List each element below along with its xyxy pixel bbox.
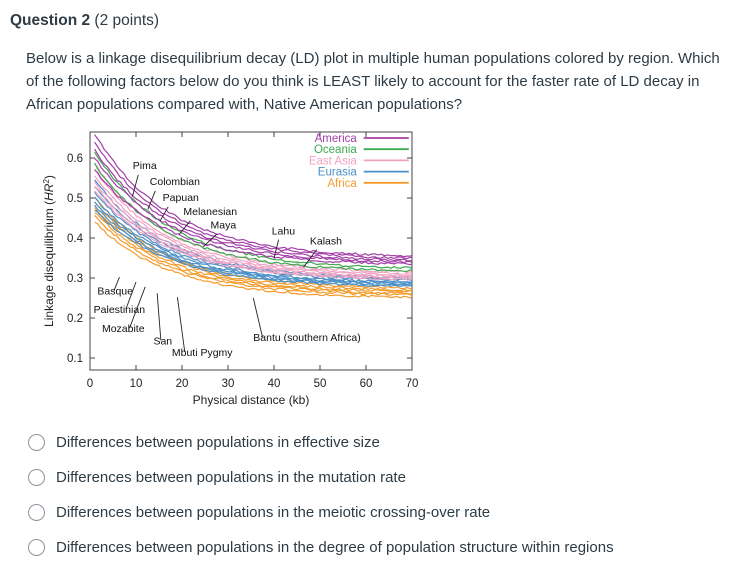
x-tick-label: 20 <box>176 378 189 390</box>
ld-curve-papuan <box>94 152 413 270</box>
annotation-leader <box>125 282 137 310</box>
answer-option-4[interactable]: Differences between populations in the d… <box>28 530 736 565</box>
annotation-leader <box>147 191 156 210</box>
annotation-leader <box>176 297 186 353</box>
annotation-leader <box>252 298 263 338</box>
annotation-leader <box>159 206 169 222</box>
legend-label: America <box>315 133 358 145</box>
radio-button[interactable] <box>28 434 45 452</box>
ld-curve-bantu-southern-africa <box>94 215 413 297</box>
ld-curve <box>94 205 413 287</box>
ld-curve <box>94 207 412 294</box>
legend-label: Eurasia <box>318 167 358 179</box>
annotation-label: San <box>153 336 172 348</box>
x-tick-label: 70 <box>406 378 419 390</box>
annotation-leader <box>156 293 162 341</box>
ld-curve <box>94 190 413 282</box>
annotation-leader <box>178 220 191 236</box>
annotation-label: Papuan <box>163 193 199 205</box>
ld-plot-figure: 0.1 0.2 0.3 0.4 0.5 0.6 0 10 20 30 40 50 60 70 Physica… <box>40 124 736 421</box>
x-axis-label: Physical distance (kb) <box>193 393 310 407</box>
annotation-leader <box>131 175 139 198</box>
annotation-label: Mbuti Pygmy <box>172 347 233 359</box>
ld-curve-melanesian <box>94 163 413 273</box>
annotation-label: Colombian <box>150 177 200 189</box>
ld-curve <box>94 149 413 262</box>
x-tick-label: 30 <box>222 378 235 390</box>
x-tick-label: 50 <box>314 378 327 390</box>
ld-curve <box>94 134 413 258</box>
x-tick-label: 0 <box>87 378 93 390</box>
annotation-leader <box>273 239 280 259</box>
ld-curve-mbuti-pygmy <box>94 212 413 296</box>
y-tick-label: 0.1 <box>67 353 83 365</box>
y-tick-label: 0.5 <box>67 193 83 205</box>
answer-option-1[interactable]: Differences between populations in effec… <box>28 425 736 460</box>
y-axis-label: Linkage disequilibrium (HR2) <box>42 175 56 327</box>
ld-curve-colombian <box>94 158 413 264</box>
x-tick-label: 10 <box>130 378 143 390</box>
ld-curve <box>94 186 413 280</box>
radio-button[interactable] <box>28 469 45 487</box>
legend-label: Africa <box>327 178 357 190</box>
x-tick-label: 40 <box>268 378 281 390</box>
annotation-label: Basque <box>97 286 133 298</box>
annotation-label: Bantu (southern Africa) <box>253 333 360 345</box>
ld-curve-lahu <box>94 175 413 277</box>
radio-button[interactable] <box>28 504 45 522</box>
ld-curve <box>94 221 413 299</box>
legend-label: East Asia <box>309 156 358 168</box>
y-tick-label: 0.6 <box>67 153 83 165</box>
annotation-leader <box>303 249 318 268</box>
ld-curve <box>94 181 413 279</box>
question-points: (2 points) <box>94 12 160 29</box>
option-label: Differences between populations in the m… <box>56 504 491 522</box>
ld-curve-mozabite <box>94 210 413 288</box>
ld-curve <box>94 196 413 285</box>
option-label: Differences between populations in the m… <box>56 469 406 487</box>
y-tick-label: 0.4 <box>67 233 84 245</box>
question-title-text: Question 2 <box>10 12 91 29</box>
annotation-label: Mozabite <box>102 323 145 335</box>
option-label: Differences between populations in effec… <box>56 434 380 452</box>
option-label: Differences between populations in the d… <box>56 539 614 557</box>
answer-option-3[interactable]: Differences between populations in the m… <box>28 495 736 530</box>
annotation-label: Lahu <box>272 226 296 238</box>
question-title: Question 2 (2 points) <box>10 12 736 30</box>
plot-frame <box>89 131 413 371</box>
y-tick-label: 0.3 <box>67 273 83 285</box>
ld-curve-pima <box>94 142 413 260</box>
x-tick-label: 60 <box>360 378 373 390</box>
annotation-label: Maya <box>211 220 237 232</box>
annotation-leader <box>113 277 120 292</box>
ld-curve-maya <box>94 170 413 266</box>
annotation-label: Palestinian <box>94 305 146 317</box>
annotation-leader <box>202 234 218 248</box>
answer-options: Differences between populations in effec… <box>28 425 736 565</box>
answer-option-2[interactable]: Differences between populations in the m… <box>28 460 736 495</box>
ld-curve <box>94 163 413 274</box>
question-text: Below is a linkage disequilibrium decay … <box>26 50 720 113</box>
ld-curve <box>94 169 413 276</box>
legend-label: Oceania <box>314 145 357 157</box>
y-tick-label: 0.2 <box>67 313 83 325</box>
ld-decay-chart: 0.1 0.2 0.3 0.4 0.5 0.6 0 10 20 30 40 50 60 70 Physica… <box>42 131 419 407</box>
annotation-label: Pima <box>133 161 157 173</box>
annotation-leader <box>129 287 146 329</box>
annotation-label: Kalash <box>310 236 342 248</box>
annotation-label: Melanesian <box>183 207 237 219</box>
radio-button[interactable] <box>28 539 45 557</box>
